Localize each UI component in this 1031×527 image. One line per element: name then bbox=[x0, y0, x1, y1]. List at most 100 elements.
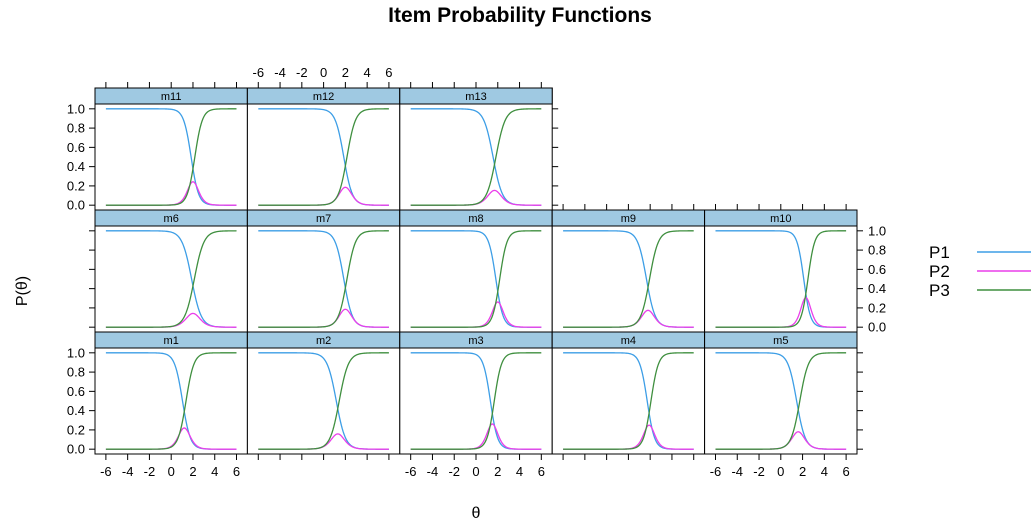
strip-label: m8 bbox=[468, 213, 483, 225]
panel-frame bbox=[399, 209, 553, 333]
series-line-p3 bbox=[105, 230, 237, 328]
y-tick-label: 0.0 bbox=[67, 442, 85, 457]
panel-m7: m7 bbox=[246, 209, 401, 333]
panel-frame bbox=[551, 209, 706, 333]
panel-m5: m5 -6 -4 -2 0 2 4 6 bbox=[704, 331, 863, 479]
legend-item-p3: P3 bbox=[929, 281, 1031, 300]
x-tick-label: 6 bbox=[538, 464, 545, 479]
y-tick-label: 0.8 bbox=[67, 365, 85, 380]
series-line-p3 bbox=[258, 230, 389, 328]
y-axis-title: P(θ) bbox=[14, 276, 31, 306]
panel-m6: m6 bbox=[89, 209, 248, 333]
strip-label: m9 bbox=[621, 213, 636, 225]
panel-m2: m2 bbox=[246, 331, 401, 460]
x-tick-label: -4 bbox=[731, 464, 743, 479]
panel-frame bbox=[246, 331, 401, 455]
strip-label: m3 bbox=[468, 335, 483, 347]
y-tick-label: 0.2 bbox=[67, 178, 85, 193]
y-tick-label: 0.8 bbox=[868, 243, 886, 258]
strip-label: m7 bbox=[316, 213, 331, 225]
panel-frame bbox=[704, 209, 858, 333]
panel-m4: m4 bbox=[551, 331, 706, 460]
y-tick-label: 0.6 bbox=[868, 262, 886, 277]
y-tick-label: 0.4 bbox=[868, 281, 886, 296]
series-line-p3 bbox=[563, 230, 694, 328]
panel-m3: m3 -6 -4 -2 0 2 4 6 bbox=[399, 331, 553, 479]
panel-m12: m12 -6 -4 -2 0 2 4 6 bbox=[246, 65, 401, 211]
y-tick-label: 0.8 bbox=[67, 121, 85, 136]
series-line-p3 bbox=[105, 108, 237, 206]
x-tick-label: 0 bbox=[168, 464, 175, 479]
x-tick-label: -6 bbox=[253, 65, 265, 80]
x-tick-label: -4 bbox=[274, 65, 286, 80]
panel-m10: m10 0.0 0.2 0.4 0.6 0.8 1.0 bbox=[704, 204, 886, 335]
x-tick-label: 0 bbox=[472, 464, 479, 479]
legend-item-p1: P1 bbox=[929, 243, 1031, 262]
y-tick-label: 0.2 bbox=[67, 422, 85, 437]
panel-frame bbox=[551, 331, 706, 455]
x-tick-label: -2 bbox=[753, 464, 765, 479]
legend-label: P1 bbox=[929, 243, 950, 262]
panel-frame bbox=[94, 87, 248, 211]
x-tick-label: 6 bbox=[233, 464, 240, 479]
x-axis-title: θ bbox=[472, 505, 481, 522]
x-tick-label: 4 bbox=[821, 464, 828, 479]
x-tick-label: 2 bbox=[799, 464, 806, 479]
series-line-p3 bbox=[410, 108, 542, 206]
series-line-p3 bbox=[258, 108, 389, 206]
strip-label: m6 bbox=[164, 213, 179, 225]
x-tick-label: 4 bbox=[211, 464, 218, 479]
x-tick-label: -2 bbox=[144, 464, 156, 479]
panel-frame bbox=[94, 209, 248, 333]
panel-frame bbox=[704, 331, 858, 455]
strip-label: m2 bbox=[316, 335, 331, 347]
x-tick-label: -2 bbox=[296, 65, 308, 80]
x-tick-label: 2 bbox=[342, 65, 349, 80]
panel-frame bbox=[246, 209, 401, 333]
x-tick-label: 0 bbox=[777, 464, 784, 479]
y-tick-label: 0.2 bbox=[868, 300, 886, 315]
strip-label: m5 bbox=[773, 335, 788, 347]
panel-m13: m13 bbox=[399, 82, 559, 211]
x-tick-label: 6 bbox=[385, 65, 392, 80]
y-tick-label: 1.0 bbox=[67, 101, 85, 116]
x-tick-label: 0 bbox=[320, 65, 327, 80]
panel-frame bbox=[399, 87, 553, 211]
series-line-p3 bbox=[715, 352, 847, 450]
y-tick-label: 0.4 bbox=[67, 403, 85, 418]
y-tick-label: 0.0 bbox=[67, 198, 85, 213]
x-tick-label: -6 bbox=[710, 464, 722, 479]
x-tick-label: 4 bbox=[364, 65, 371, 80]
strip-label: m13 bbox=[465, 91, 486, 103]
y-tick-label: 1.0 bbox=[868, 223, 886, 238]
x-tick-label: -4 bbox=[122, 464, 134, 479]
x-tick-label: 4 bbox=[516, 464, 523, 479]
series-line-p3 bbox=[715, 230, 847, 328]
y-tick-label: 0.0 bbox=[868, 320, 886, 335]
y-tick-label: 0.6 bbox=[67, 140, 85, 155]
x-tick-label: -4 bbox=[427, 464, 439, 479]
x-tick-label: 2 bbox=[189, 464, 196, 479]
y-tick-label: 0.4 bbox=[67, 159, 85, 174]
legend-label: P3 bbox=[929, 281, 950, 300]
chart-title: Item Probability Functions bbox=[388, 4, 652, 27]
panel-m1: m1 -6 -4 -2 0 2 4 6 0.0 0.2 0.4 0.6 0.8 1.0 bbox=[67, 331, 248, 479]
panel-frame bbox=[246, 87, 401, 211]
series-line-p3 bbox=[563, 352, 694, 450]
series-line-p3 bbox=[410, 352, 542, 450]
strip-label: m12 bbox=[313, 91, 334, 103]
x-tick-label: -6 bbox=[405, 464, 417, 479]
series-line-p3 bbox=[105, 352, 237, 450]
panel-m9: m9 bbox=[551, 204, 706, 333]
panel-m8: m8 bbox=[399, 209, 553, 333]
x-tick-label: -6 bbox=[100, 464, 112, 479]
x-tick-label: 6 bbox=[842, 464, 849, 479]
panel-m11: m11 0.0 0.2 0.4 0.6 0.8 1.0 bbox=[67, 82, 248, 213]
x-tick-label: 2 bbox=[494, 464, 501, 479]
legend-item-p2: P2 bbox=[929, 262, 1031, 281]
strip-m5 bbox=[704, 331, 858, 349]
y-tick-label: 0.6 bbox=[67, 384, 85, 399]
x-tick-label: -2 bbox=[448, 464, 460, 479]
